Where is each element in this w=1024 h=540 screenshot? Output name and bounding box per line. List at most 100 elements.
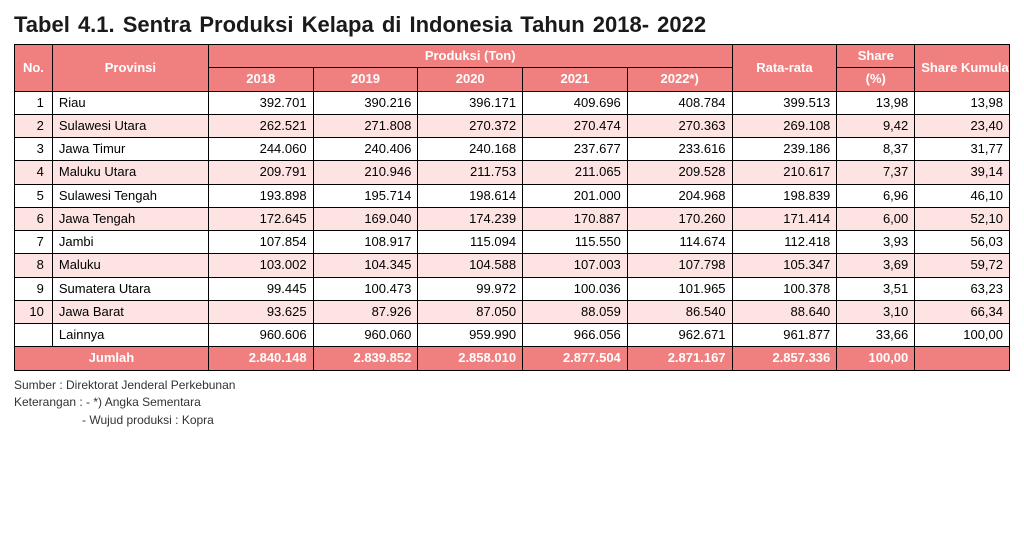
- cell: 46,10: [915, 184, 1010, 207]
- cell: 31,77: [915, 138, 1010, 161]
- cell: 962.671: [627, 324, 732, 347]
- cell: 56,03: [915, 231, 1010, 254]
- cell: 171.414: [732, 207, 837, 230]
- cell: 107.854: [208, 231, 313, 254]
- cell: 93.625: [208, 300, 313, 323]
- cell: 112.418: [732, 231, 837, 254]
- cell: 966.056: [523, 324, 628, 347]
- table-row: 3Jawa Timur244.060240.406240.168237.6772…: [15, 138, 1010, 161]
- cell: 115.550: [523, 231, 628, 254]
- cell: Jawa Timur: [52, 138, 208, 161]
- cell: [15, 324, 53, 347]
- cell: 210.617: [732, 161, 837, 184]
- cell: 13,98: [915, 91, 1010, 114]
- col-kumulatif: Share Kumulatif (%): [915, 45, 1010, 92]
- cell: 390.216: [313, 91, 418, 114]
- cell: 115.094: [418, 231, 523, 254]
- total-cell: 100,00: [837, 347, 915, 370]
- cell: 100.036: [523, 277, 628, 300]
- note-line: Keterangan : - *) Angka Sementara: [14, 394, 1010, 411]
- cell: Riau: [52, 91, 208, 114]
- col-year: 2018: [208, 68, 313, 91]
- col-share: Share: [837, 45, 915, 68]
- cell: 66,34: [915, 300, 1010, 323]
- col-rata: Rata-rata: [732, 45, 837, 92]
- cell: 33,66: [837, 324, 915, 347]
- cell: 3: [15, 138, 53, 161]
- cell: 100,00: [915, 324, 1010, 347]
- cell: 105.347: [732, 254, 837, 277]
- cell: 99.972: [418, 277, 523, 300]
- total-cell: 2.877.504: [523, 347, 628, 370]
- cell: 39,14: [915, 161, 1010, 184]
- cell: 3,93: [837, 231, 915, 254]
- col-produksi-group: Produksi (Ton): [208, 45, 732, 68]
- cell: 198.614: [418, 184, 523, 207]
- total-label: Jumlah: [15, 347, 209, 370]
- cell: 211.065: [523, 161, 628, 184]
- cell: 104.588: [418, 254, 523, 277]
- cell: 1: [15, 91, 53, 114]
- table-row: 8Maluku103.002104.345104.588107.003107.7…: [15, 254, 1010, 277]
- cell: 101.965: [627, 277, 732, 300]
- cell: Jawa Barat: [52, 300, 208, 323]
- cell: 201.000: [523, 184, 628, 207]
- cell: 8: [15, 254, 53, 277]
- table-header: No. Provinsi Produksi (Ton) Rata-rata Sh…: [15, 45, 1010, 92]
- cell: Maluku: [52, 254, 208, 277]
- cell: 7: [15, 231, 53, 254]
- col-provinsi: Provinsi: [52, 45, 208, 92]
- col-share-pct: (%): [837, 68, 915, 91]
- table-row: 5Sulawesi Tengah193.898195.714198.614201…: [15, 184, 1010, 207]
- cell: 270.363: [627, 114, 732, 137]
- total-cell: 2.857.336: [732, 347, 837, 370]
- cell: 3,69: [837, 254, 915, 277]
- cell: 8,37: [837, 138, 915, 161]
- cell: Lainnya: [52, 324, 208, 347]
- table-row: 4Maluku Utara209.791210.946211.753211.06…: [15, 161, 1010, 184]
- cell: 87.050: [418, 300, 523, 323]
- cell: 114.674: [627, 231, 732, 254]
- table-row: 2Sulawesi Utara262.521271.808270.372270.…: [15, 114, 1010, 137]
- table-notes: Sumber : Direktorat Jenderal Perkebunan …: [14, 377, 1010, 429]
- cell: 195.714: [313, 184, 418, 207]
- cell: Jawa Tengah: [52, 207, 208, 230]
- cell: 10: [15, 300, 53, 323]
- cell: 4: [15, 161, 53, 184]
- cell: 169.040: [313, 207, 418, 230]
- table-row: 6Jawa Tengah172.645169.040174.239170.887…: [15, 207, 1010, 230]
- cell: 193.898: [208, 184, 313, 207]
- cell: 3,51: [837, 277, 915, 300]
- table-row: Lainnya960.606960.060959.990966.056962.6…: [15, 324, 1010, 347]
- table-row: 7Jambi107.854108.917115.094115.550114.67…: [15, 231, 1010, 254]
- cell: 107.003: [523, 254, 628, 277]
- cell: 396.171: [418, 91, 523, 114]
- cell: 107.798: [627, 254, 732, 277]
- table-title: Tabel 4.1. Sentra Produksi Kelapa di Ind…: [14, 12, 1010, 38]
- col-no: No.: [15, 45, 53, 92]
- cell: 170.260: [627, 207, 732, 230]
- cell: 13,98: [837, 91, 915, 114]
- cell: 271.808: [313, 114, 418, 137]
- cell: 5: [15, 184, 53, 207]
- cell: 270.372: [418, 114, 523, 137]
- cell: 209.791: [208, 161, 313, 184]
- cell: 6: [15, 207, 53, 230]
- cell: 108.917: [313, 231, 418, 254]
- cell: 408.784: [627, 91, 732, 114]
- cell: 88.640: [732, 300, 837, 323]
- cell: Maluku Utara: [52, 161, 208, 184]
- table-row: 1Riau392.701390.216396.171409.696408.784…: [15, 91, 1010, 114]
- col-year: 2021: [523, 68, 628, 91]
- cell: 269.108: [732, 114, 837, 137]
- table-row: 10Jawa Barat93.62587.92687.05088.05986.5…: [15, 300, 1010, 323]
- total-cell: 2.871.167: [627, 347, 732, 370]
- cell: 959.990: [418, 324, 523, 347]
- total-cell: [915, 347, 1010, 370]
- cell: 209.528: [627, 161, 732, 184]
- col-year: 2019: [313, 68, 418, 91]
- cell: 270.474: [523, 114, 628, 137]
- note-line: Sumber : Direktorat Jenderal Perkebunan: [14, 377, 1010, 394]
- cell: 59,72: [915, 254, 1010, 277]
- cell: 3,10: [837, 300, 915, 323]
